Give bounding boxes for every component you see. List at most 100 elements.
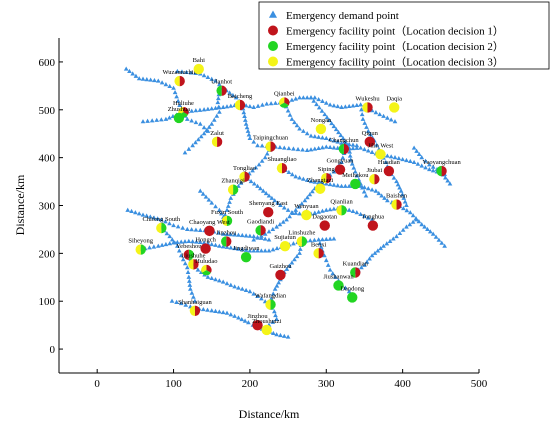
demand-point [320,208,325,213]
facility-marker-sector [227,215,233,227]
demand-point [129,208,134,214]
demand-point [343,104,348,109]
demand-point [209,241,215,247]
demand-point [159,80,165,85]
facility-marker-sector [161,222,167,234]
demand-point [140,119,146,124]
facility-point: Kuandian [343,261,369,278]
city-label: Daqia [386,95,402,102]
facility-marker-sector [201,264,207,273]
demand-point [293,210,299,215]
demand-point [220,104,226,109]
demand-point [183,302,189,307]
demand-point [425,226,430,231]
demand-point [281,205,287,210]
city-label: Ulanhot [211,79,232,86]
demand-point [259,143,265,148]
demand-point [314,101,319,107]
demand-point [327,207,333,212]
demand-point [373,110,379,115]
y-tick-label: 0 [50,344,56,356]
demand-point [192,298,198,303]
demand-point [264,101,270,106]
demand-point [284,217,289,222]
city-label: Liushuhe [181,252,205,259]
demand-point [266,248,272,253]
demand-point [311,98,317,103]
facility-point: Yebeshou [176,243,202,260]
demand-point [430,164,436,169]
city-label: Shanhaiguan [178,299,212,306]
city-label: Linshuzhe [288,229,315,236]
facility-marker [315,123,327,135]
demand-point [292,119,297,125]
demand-point [125,207,131,212]
facility-point: Shenyang East [249,200,288,218]
city-label: Nongan [311,117,332,124]
demand-point [272,286,278,291]
demand-point [304,95,310,100]
demand-point [260,188,266,193]
demand-point [427,167,432,172]
demand-point [224,310,230,315]
city-label: Dandong [340,285,365,292]
demand-point [304,147,310,153]
demand-point [392,155,398,160]
city-label: Gaizhou [269,263,292,270]
facility-marker [240,251,252,263]
demand-point [272,198,278,203]
demand-point [326,117,332,123]
demand-point [211,117,217,122]
facility-marker-sector [369,173,375,185]
city-label: Zhoushuizi [252,318,281,325]
demand-point [189,108,195,113]
demand-point [293,207,299,212]
city-label: Jilin West [368,142,394,149]
demand-point [213,78,218,83]
facility-marker-sector [279,97,285,106]
city-label: Baicheng [228,93,253,100]
facility-marker [375,149,386,160]
demand-point [347,153,353,158]
demand-point [274,283,280,288]
demand-point [213,277,218,282]
demand-point [201,107,207,112]
facility-marker-sector [255,225,261,236]
demand-point [415,161,421,166]
demand-point [148,77,153,82]
demand-point [362,146,367,152]
demand-point [225,203,231,208]
demand-point [184,226,190,231]
city-label: Bahi [193,57,205,64]
facility-point: Siping [318,166,336,184]
city-label: Sujiatun [274,234,296,241]
facility-marker [364,136,375,148]
demand-point [287,112,293,117]
demand-point [247,248,253,253]
city-label: Jiushanwan [323,273,354,280]
demand-point [274,245,280,251]
facility-point: Qiqun [362,130,379,148]
demand-point [255,234,260,240]
demand-point [136,76,142,81]
demand-point [274,316,279,321]
legend-box [258,1,550,70]
city-label: Huludao [195,258,217,265]
demand-point [215,100,221,105]
demand-point [270,226,276,231]
demand-point [423,158,428,163]
city-label: Gongyuan [326,158,354,165]
legend-label: Emergency demand point [286,10,399,22]
demand-point [285,334,291,339]
demand-point [350,145,356,151]
demand-point [201,73,207,78]
demand-point [351,165,357,170]
demand-point [416,151,422,157]
facility-point: Wafangdian [255,293,287,310]
demand-point [262,231,268,236]
facility-point: Daqia [386,95,402,113]
demand-point [383,159,389,164]
facility-marker-sector [367,102,373,113]
city-label: Hongch [195,237,216,244]
demand-point [188,286,193,291]
